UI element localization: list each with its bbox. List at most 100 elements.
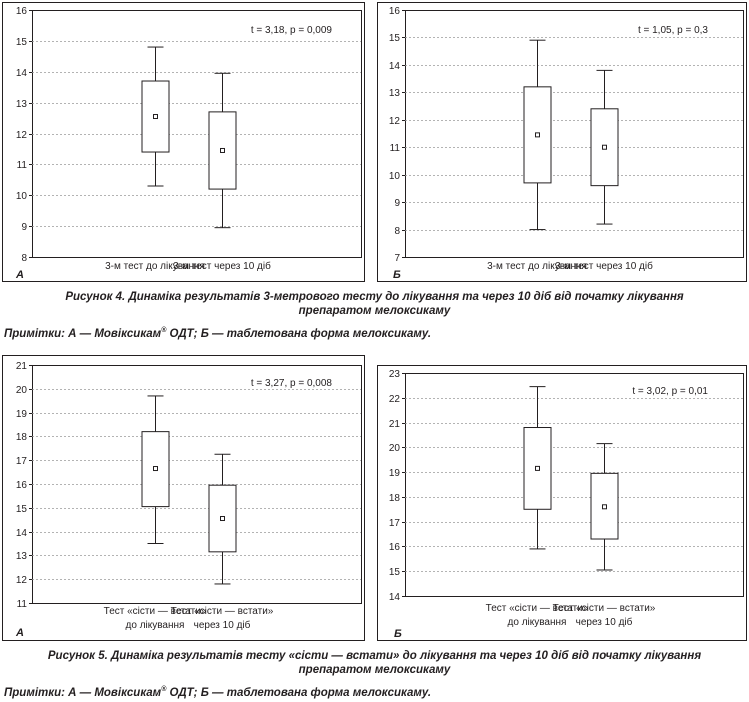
y-tick-label: 16 <box>16 480 28 491</box>
y-tick-label: 15 <box>16 37 28 48</box>
figure4-caption-line1: Рисунок 4. Динаміка результатів 3-метров… <box>65 291 684 303</box>
y-tick-label: 12 <box>16 130 28 141</box>
y-tick-label: 16 <box>389 542 401 553</box>
chart-frame <box>377 365 747 641</box>
fig5-panel-a: 11 12 13 14 15 16 17 18 19 20 21 Тест «сісти — вста… <box>2 355 365 641</box>
x-category-label: до лікування <box>508 617 567 628</box>
panel-label: А <box>15 269 24 281</box>
y-tick-label: 10 <box>16 191 28 202</box>
box-group <box>523 386 552 550</box>
x-category-label: 3-м тест через 10 діб <box>555 260 653 272</box>
y-tick-label: 11 <box>17 599 28 610</box>
mean-marker <box>602 504 607 510</box>
y-tick-label: 16 <box>16 6 28 17</box>
y-tick-label: 16 <box>389 6 401 17</box>
figure4-note-suffix: ОДТ; Б — таблетована форма мелоксикаму. <box>166 327 432 340</box>
y-tick-label: 23 <box>389 369 401 380</box>
y-tick-label: 14 <box>16 68 28 79</box>
box-group <box>590 443 619 571</box>
x-category-label: 3-м тест через 10 діб <box>173 260 271 272</box>
y-tick-label: 20 <box>16 385 28 396</box>
fig4-panel-b: 7 8 9 10 11 12 13 14 15 16 3-м тест до лікування 3-… <box>377 2 747 282</box>
chart-frame <box>2 355 365 641</box>
y-tick-label: 8 <box>394 226 400 237</box>
x-category-label: Тест «сісти — встати» <box>104 606 207 617</box>
y-tick-label: 13 <box>389 88 401 99</box>
y-tick-label: 12 <box>389 116 401 127</box>
chart-fig5-a: 11 12 13 14 15 16 17 18 19 20 21 Тест «сісти — вста… <box>2 355 365 641</box>
stat-annotation: t = 1,05, p = 0,3 <box>638 25 708 36</box>
y-tick-label: 13 <box>16 551 28 562</box>
x-category-label: 3-м тест до лікування <box>105 261 205 272</box>
panel-label: Б <box>393 269 401 281</box>
figure5-note-prefix: Примітки: А — Мовіксикам <box>4 686 162 699</box>
y-tick-label: 17 <box>389 518 401 529</box>
y-tick-label: 19 <box>16 409 28 420</box>
mean-marker <box>220 147 225 153</box>
y-tick-label: 12 <box>16 575 28 586</box>
mean-marker <box>602 144 607 150</box>
x-category-label: до лікування <box>126 620 185 631</box>
mean-marker <box>153 114 158 120</box>
plot-area <box>405 373 744 597</box>
mean-marker <box>535 465 540 471</box>
fig4-panel-a: 8 9 10 11 12 13 14 15 16 3-м тест до лікування 3-м… <box>2 2 365 282</box>
x-category-label: Тест «сісти — встати» <box>486 603 589 614</box>
x-category-label: через 10 діб <box>194 619 251 631</box>
chart-frame <box>377 2 747 282</box>
figure5-caption-line1: Рисунок 5. Динаміка результатів тесту «с… <box>47 650 702 662</box>
y-tick-label: 17 <box>16 456 28 467</box>
figure4-caption-line2: препаратом мелоксикаму <box>298 305 451 317</box>
chart-fig5-b: 14 15 16 17 18 19 20 21 22 23 Тест «сісти — встати… <box>377 365 747 641</box>
chart-fig4-a: 8 9 10 11 12 13 14 15 16 3-м тест до лікування3-м… <box>2 2 365 282</box>
box-group <box>208 72 237 229</box>
y-tick-label: 7 <box>394 253 400 264</box>
y-tick-label: 18 <box>389 493 401 504</box>
figure4-note: Примітки: А — Мовіксикам® ОДТ; Б — табле… <box>4 324 431 341</box>
y-tick-label: 21 <box>389 419 401 430</box>
chart-fig4-b: 7 8 9 10 11 12 13 14 15 16 3-м тест до лікування3-… <box>377 2 747 282</box>
y-tick-label: 13 <box>16 99 28 110</box>
y-tick-label: 19 <box>389 468 401 479</box>
y-tick-label: 21 <box>16 361 28 372</box>
y-tick-label: 22 <box>389 394 401 405</box>
mean-marker <box>220 516 225 522</box>
y-tick-label: 15 <box>16 504 28 515</box>
mean-marker <box>153 466 158 472</box>
y-tick-label: 20 <box>389 443 401 454</box>
panel-label: Б <box>394 628 402 640</box>
figure5-caption-line2: препаратом мелоксикаму <box>298 664 451 676</box>
box-group <box>141 395 170 544</box>
fig5-panel-b: 14 15 16 17 18 19 20 21 22 23 Тест «сісти — встати… <box>377 365 747 641</box>
y-tick-label: 15 <box>389 567 401 578</box>
box-group <box>590 69 619 225</box>
mean-marker <box>535 132 540 138</box>
chart-frame <box>2 2 365 282</box>
figure4-note-reg: ® <box>161 327 167 334</box>
x-category-label: через 10 діб <box>576 616 633 628</box>
figure5-note-suffix: ОДТ; Б — таблетована форма мелоксикаму. <box>166 686 432 699</box>
stat-annotation: t = 3,02, p = 0,01 <box>632 386 708 397</box>
x-category-label: Тест «сісти — встати» <box>553 603 656 614</box>
figure4-note-prefix: Примітки: А — Мовіксикам <box>4 327 162 340</box>
y-tick-label: 11 <box>17 160 28 171</box>
y-tick-label: 8 <box>21 253 27 264</box>
box-group <box>208 453 237 585</box>
x-category-label: Тест «сісти — встати» <box>171 606 274 617</box>
box-group <box>141 46 170 187</box>
y-tick-label: 9 <box>21 222 27 233</box>
y-tick-label: 9 <box>394 198 400 209</box>
stat-annotation: t = 3,27, p = 0,008 <box>251 378 333 389</box>
y-tick-label: 11 <box>390 143 401 154</box>
box-group <box>523 39 552 231</box>
y-tick-label: 10 <box>389 171 401 182</box>
panel-label: А <box>15 627 24 639</box>
y-tick-label: 18 <box>16 432 28 443</box>
x-category-label: 3-м тест до лікування <box>487 261 587 272</box>
figure5-note: Примітки: А — Мовіксикам® ОДТ; Б — табле… <box>4 683 431 700</box>
y-tick-label: 14 <box>389 61 401 72</box>
plot-area <box>405 10 744 258</box>
y-tick-label: 14 <box>16 528 28 539</box>
y-tick-label: 15 <box>389 33 401 44</box>
stat-annotation: t = 3,18, p = 0,009 <box>251 25 333 36</box>
